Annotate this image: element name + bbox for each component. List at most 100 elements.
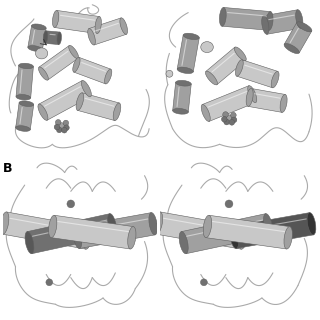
Bar xyxy=(77,93,119,121)
Ellipse shape xyxy=(271,71,279,88)
FancyArrowPatch shape xyxy=(182,40,187,65)
Ellipse shape xyxy=(73,226,82,249)
Ellipse shape xyxy=(176,80,191,86)
Bar xyxy=(39,81,91,120)
Ellipse shape xyxy=(149,212,157,235)
Ellipse shape xyxy=(36,48,48,59)
Ellipse shape xyxy=(284,44,299,54)
Ellipse shape xyxy=(95,17,101,34)
FancyArrowPatch shape xyxy=(82,62,105,71)
Ellipse shape xyxy=(19,101,34,107)
Ellipse shape xyxy=(201,104,210,122)
Ellipse shape xyxy=(246,88,253,106)
Bar xyxy=(181,214,270,254)
Bar xyxy=(173,83,191,112)
FancyArrowPatch shape xyxy=(255,94,280,98)
Circle shape xyxy=(231,112,236,118)
FancyArrowPatch shape xyxy=(94,23,118,31)
Circle shape xyxy=(57,127,62,133)
Ellipse shape xyxy=(88,28,95,45)
Bar xyxy=(177,35,199,72)
Ellipse shape xyxy=(263,214,273,236)
Ellipse shape xyxy=(179,232,188,254)
FancyArrowPatch shape xyxy=(20,108,22,124)
Bar xyxy=(206,47,246,84)
Ellipse shape xyxy=(284,227,292,249)
FancyArrowPatch shape xyxy=(58,221,128,232)
Ellipse shape xyxy=(173,108,188,114)
Circle shape xyxy=(59,123,64,128)
Ellipse shape xyxy=(128,227,136,249)
Ellipse shape xyxy=(230,226,239,249)
FancyArrowPatch shape xyxy=(81,219,148,231)
FancyArrowPatch shape xyxy=(10,218,84,232)
Ellipse shape xyxy=(43,31,48,43)
Circle shape xyxy=(231,117,237,123)
Ellipse shape xyxy=(203,215,212,238)
Circle shape xyxy=(200,279,207,286)
Bar xyxy=(76,212,155,249)
Bar xyxy=(222,7,270,30)
Bar xyxy=(206,215,290,249)
Bar xyxy=(16,103,34,130)
Bar xyxy=(27,214,115,254)
Bar xyxy=(74,57,111,84)
FancyArrowPatch shape xyxy=(85,98,114,106)
Ellipse shape xyxy=(262,16,269,34)
Ellipse shape xyxy=(38,104,48,120)
FancyArrowPatch shape xyxy=(187,220,263,236)
FancyArrowPatch shape xyxy=(245,65,272,74)
Bar xyxy=(54,11,100,34)
Bar xyxy=(51,215,133,249)
Ellipse shape xyxy=(0,212,9,234)
Ellipse shape xyxy=(120,18,128,34)
Bar xyxy=(202,86,256,121)
Text: B: B xyxy=(3,162,13,175)
FancyArrowPatch shape xyxy=(32,30,35,44)
Ellipse shape xyxy=(52,11,59,28)
Circle shape xyxy=(223,112,228,117)
Bar xyxy=(232,212,314,249)
Ellipse shape xyxy=(183,33,199,40)
Bar xyxy=(16,65,33,98)
FancyArrowPatch shape xyxy=(212,221,285,232)
Circle shape xyxy=(226,115,232,121)
Bar xyxy=(264,10,301,34)
FancyArrowPatch shape xyxy=(60,15,94,20)
FancyArrowPatch shape xyxy=(177,87,179,107)
Circle shape xyxy=(229,120,235,125)
Circle shape xyxy=(46,279,53,286)
Ellipse shape xyxy=(76,93,84,110)
FancyArrowPatch shape xyxy=(164,218,240,232)
FancyArrowPatch shape xyxy=(269,15,294,20)
Ellipse shape xyxy=(57,32,61,44)
FancyArrowPatch shape xyxy=(33,220,107,236)
Circle shape xyxy=(63,120,68,126)
FancyArrowPatch shape xyxy=(208,92,246,107)
Ellipse shape xyxy=(307,212,316,235)
FancyArrowPatch shape xyxy=(237,219,306,231)
Ellipse shape xyxy=(19,63,33,69)
FancyArrowPatch shape xyxy=(290,28,298,43)
FancyArrowPatch shape xyxy=(45,87,80,106)
FancyArrowPatch shape xyxy=(45,51,68,68)
Circle shape xyxy=(221,116,227,122)
Bar xyxy=(284,22,312,53)
Ellipse shape xyxy=(236,60,243,76)
Ellipse shape xyxy=(280,94,287,112)
Ellipse shape xyxy=(297,22,312,32)
Ellipse shape xyxy=(220,7,226,26)
Circle shape xyxy=(61,127,67,133)
Bar xyxy=(39,45,78,80)
Ellipse shape xyxy=(266,12,273,30)
Circle shape xyxy=(224,119,229,125)
Bar xyxy=(3,212,90,249)
Ellipse shape xyxy=(177,67,193,74)
Ellipse shape xyxy=(49,215,57,238)
Bar xyxy=(156,212,245,249)
Ellipse shape xyxy=(28,46,42,52)
FancyArrowPatch shape xyxy=(212,53,234,72)
Bar xyxy=(248,88,285,112)
FancyArrowPatch shape xyxy=(50,34,55,35)
Ellipse shape xyxy=(154,212,163,234)
